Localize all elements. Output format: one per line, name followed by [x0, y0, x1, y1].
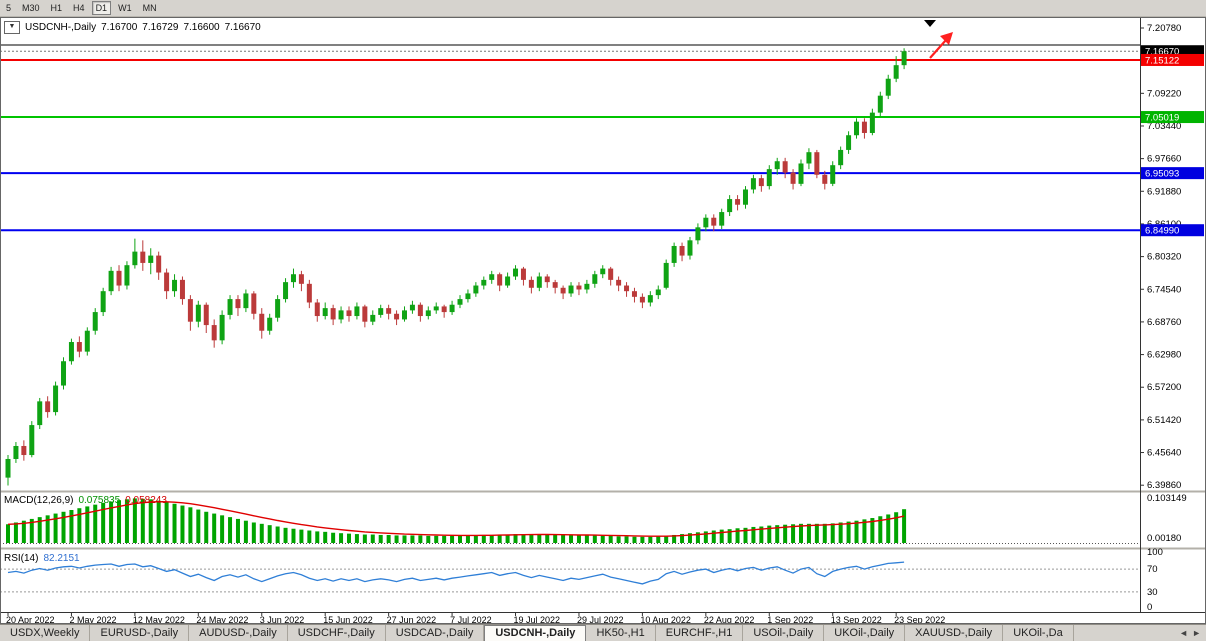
support-line-blue-1-tag: 6.95093 [1141, 167, 1204, 180]
chart-tab-ukoil-da[interactable]: UKOil-,Da [1003, 625, 1074, 641]
tab-scroll-left-icon[interactable]: ◄ [1179, 628, 1189, 638]
svg-text:1 Sep 2022: 1 Sep 2022 [767, 615, 813, 624]
svg-text:0: 0 [1147, 602, 1152, 613]
svg-text:2 May 2022: 2 May 2022 [69, 615, 116, 624]
svg-text:70: 70 [1147, 564, 1158, 575]
time-axis: 20 Apr 2022 2 May 2022 12 May 2022 24 May 2… [6, 612, 945, 625]
svg-text:22 Aug 2022: 22 Aug 2022 [704, 615, 755, 624]
chart-tab-xauusd-daily[interactable]: XAUUSD-,Daily [905, 625, 1004, 641]
timeframe-button-mn[interactable]: MN [142, 3, 157, 13]
tab-scroll-right-icon[interactable]: ► [1192, 628, 1201, 638]
svg-text:6.84990: 6.84990 [1145, 226, 1179, 237]
macd-signal-value: 0.058243 [125, 495, 167, 506]
svg-text:0.00180: 0.00180 [1147, 533, 1181, 544]
tabs-holder: USDX,Weekly EURUSD-,Daily AUDUSD-,Daily USD… [0, 625, 1074, 641]
svg-text:7 Jul 2022: 7 Jul 2022 [450, 615, 492, 624]
svg-text:6.62980: 6.62980 [1147, 350, 1181, 361]
svg-text:0.103149: 0.103149 [1147, 493, 1187, 504]
chart-tab-usdchf-daily[interactable]: USDCHF-,Daily [288, 625, 386, 641]
support-line-blue-2-tag: 6.84990 [1141, 224, 1204, 237]
resistance-line-red-tag: 7.15122 [1141, 53, 1204, 66]
svg-text:27 Jun 2022: 27 Jun 2022 [387, 615, 437, 624]
svg-text:6.45640: 6.45640 [1147, 448, 1181, 459]
chart-tab-audusd-daily[interactable]: AUDUSD-,Daily [189, 625, 288, 641]
macd-name: MACD(12,26,9) [4, 495, 74, 506]
timeframe-button-m30[interactable]: M30 [22, 3, 40, 13]
candlestick-series [5, 48, 907, 486]
chart-tab-eurchf-h1[interactable]: EURCHF-,H1 [656, 625, 744, 641]
macd-indicator-label: MACD(12,26,9) 0.075835 0.058243 [4, 495, 167, 506]
timeframe-button-5[interactable]: 5 [6, 3, 12, 13]
svg-text:29 Jul 2022: 29 Jul 2022 [577, 615, 624, 624]
macd-histogram [6, 498, 907, 543]
timeframe-button-h1[interactable]: H1 [50, 3, 63, 13]
chart-window: 7.207807.092207.034406.976606.918806.861… [0, 17, 1206, 625]
svg-text:100: 100 [1147, 547, 1163, 558]
breakout-arrow-icon[interactable] [929, 32, 953, 59]
ohlc-low: 7.16600 [183, 22, 220, 33]
svg-text:7.09220: 7.09220 [1147, 88, 1181, 99]
chart-tab-eurusd-daily[interactable]: EURUSD-,Daily [90, 625, 190, 641]
chart-tab-ukoil-daily[interactable]: UKOil-,Daily [824, 625, 906, 641]
svg-text:7.05019: 7.05019 [1145, 113, 1179, 124]
ohlc-open: 7.16700 [101, 22, 138, 33]
svg-text:6.91880: 6.91880 [1147, 186, 1181, 197]
timeframe-toolbar: 5 M30 H1 H4 D1 W1 MN [0, 0, 1206, 17]
svg-text:3 Jun 2022: 3 Jun 2022 [260, 615, 305, 624]
svg-text:6.51420: 6.51420 [1147, 415, 1181, 426]
rsi-line [7, 561, 905, 585]
svg-text:6.95093: 6.95093 [1145, 169, 1179, 180]
rsi-name: RSI(14) [4, 553, 39, 564]
svg-text:10 Aug 2022: 10 Aug 2022 [640, 615, 691, 624]
chart-tab-usdcnh-daily[interactable]: USDCNH-,Daily [484, 625, 587, 641]
chart-tab-usdx-weekly[interactable]: USDX,Weekly [0, 625, 91, 641]
ohlc-close: 7.16670 [224, 22, 261, 33]
price-axis: 7.207807.092207.034406.976606.918806.861… [1140, 23, 1181, 491]
svg-text:24 May 2022: 24 May 2022 [196, 615, 248, 624]
timeframe-button-h4[interactable]: H4 [73, 3, 85, 13]
svg-text:6.74540: 6.74540 [1147, 284, 1181, 295]
support-line-green-tag: 7.05019 [1141, 111, 1204, 124]
symbol-dropdown-icon[interactable]: ▼ [4, 21, 20, 34]
svg-text:13 Sep 2022: 13 Sep 2022 [831, 615, 882, 624]
svg-text:7.15122: 7.15122 [1145, 55, 1179, 66]
chart-tab-hk50-h1[interactable]: HK50-,H1 [586, 625, 656, 641]
svg-text:6.39860: 6.39860 [1147, 480, 1181, 491]
chart-tab-usoil-daily[interactable]: USOil-,Daily [743, 625, 825, 641]
chart-symbol-period: USDCNH-,Daily [25, 22, 97, 33]
chart-tabbar: USDX,Weekly EURUSD-,Daily AUDUSD-,Daily USD… [0, 624, 1206, 641]
svg-text:12 May 2022: 12 May 2022 [133, 615, 185, 624]
price-marker-triangle-icon[interactable] [924, 20, 936, 27]
svg-text:19 Jul 2022: 19 Jul 2022 [514, 615, 561, 624]
svg-text:7.16670: 7.16670 [1145, 47, 1179, 58]
macd-main-value: 0.075835 [78, 495, 121, 506]
timeframe-button-d1[interactable]: D1 [91, 1, 112, 15]
svg-text:30: 30 [1147, 587, 1158, 598]
tab-scroll-arrows: ◄ ► [1174, 625, 1206, 641]
svg-text:6.68760: 6.68760 [1147, 317, 1181, 328]
svg-text:6.97660: 6.97660 [1147, 154, 1181, 165]
svg-text:15 Jun 2022: 15 Jun 2022 [323, 615, 373, 624]
svg-text:23 Sep 2022: 23 Sep 2022 [894, 615, 945, 624]
chart-canvas[interactable]: 7.207807.092207.034406.976606.918806.861… [0, 17, 1206, 625]
rsi-indicator-label: RSI(14) 82.2151 [4, 553, 80, 564]
ohlc-high: 7.16729 [142, 22, 179, 33]
macd-signal-line [7, 500, 905, 537]
svg-text:20 Apr 2022: 20 Apr 2022 [6, 615, 55, 624]
chart-title: ▼ USDCNH-,Daily 7.16700 7.16729 7.16600 … [4, 21, 261, 34]
chart-tab-usdcad-daily[interactable]: USDCAD-,Daily [386, 625, 485, 641]
svg-text:6.57200: 6.57200 [1147, 382, 1181, 393]
svg-text:7.03440: 7.03440 [1147, 121, 1181, 132]
rsi-value: 82.2151 [43, 553, 80, 564]
timeframe-button-w1[interactable]: W1 [118, 3, 132, 13]
svg-text:6.80320: 6.80320 [1147, 252, 1181, 263]
svg-text:7.20780: 7.20780 [1147, 23, 1181, 34]
